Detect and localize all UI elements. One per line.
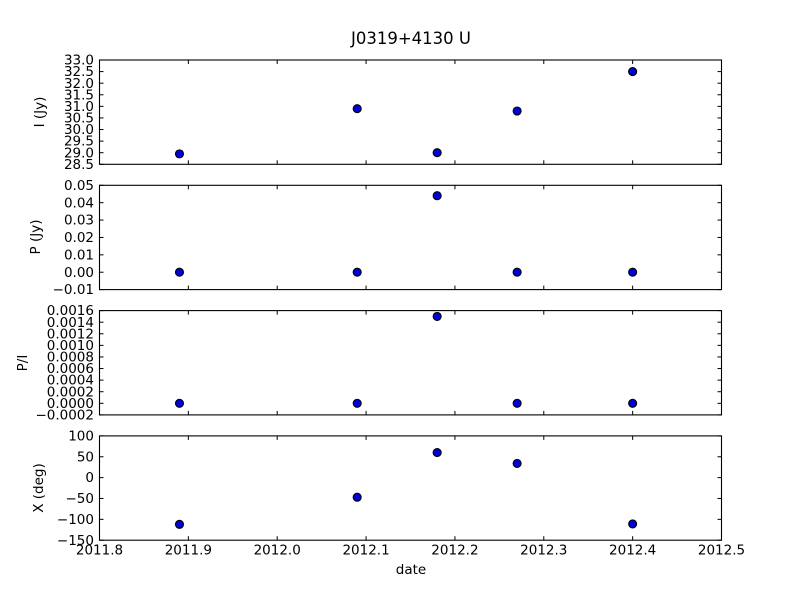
y-tick-label: 30.5	[64, 111, 94, 127]
data-point	[512, 106, 522, 116]
data-point	[174, 398, 185, 408]
y-tick-label: 28.5	[64, 157, 94, 173]
data-point	[432, 191, 442, 201]
data-point	[352, 267, 362, 277]
subplot-frame	[98, 59, 723, 165]
y-tick-label: 29.0	[64, 145, 94, 161]
x-tick-label: 2012.4	[609, 543, 656, 559]
y-tick-label: 0.0012	[47, 326, 94, 342]
x-tick-label: 2011.8	[76, 543, 123, 559]
y-tick-label: 0.0006	[47, 361, 94, 377]
data-point	[174, 519, 185, 529]
data-point	[628, 398, 638, 408]
data-point	[352, 492, 362, 502]
y-axis-label-p-jy: P (Jy)	[28, 219, 44, 255]
y-axis-label-i-jy: I (Jy)	[32, 96, 48, 128]
y-tick-label: 0.02	[64, 230, 94, 246]
y-tick-label: 0.0002	[47, 384, 94, 400]
y-tick-label: 0.01	[64, 247, 94, 263]
chart-title: J0319+4130 U	[351, 29, 471, 48]
data-point	[512, 398, 522, 408]
y-tick-label: −50	[66, 491, 95, 507]
y-tick-label: −100	[57, 512, 94, 528]
y-axis-label-x-deg: X (deg)	[31, 463, 47, 513]
y-tick-label: 0.0000	[47, 396, 94, 412]
y-tick-label: 33.0	[64, 53, 94, 69]
y-tick-label: 0.0010	[47, 338, 94, 354]
data-point	[174, 149, 185, 159]
data-point	[352, 398, 362, 408]
x-tick-label: 2011.9	[165, 543, 212, 559]
data-point	[352, 104, 362, 114]
subplot-frame	[98, 184, 723, 291]
y-axis-label-p-over-i: P/I	[15, 354, 31, 372]
data-point	[628, 267, 638, 277]
y-tick-label: 0.05	[64, 178, 94, 194]
data-point	[174, 267, 185, 277]
x-axis-label: date	[395, 562, 427, 578]
y-tick-label: 0.00	[64, 265, 94, 281]
data-point	[432, 148, 442, 158]
y-tick-label: 100	[68, 429, 94, 445]
x-tick-label: 2012.0	[254, 543, 301, 559]
x-tick-label: 2012.2	[431, 543, 478, 559]
data-point	[628, 519, 638, 529]
data-point	[432, 448, 442, 458]
subplot-frame	[98, 310, 723, 416]
y-tick-label: 0.0004	[47, 373, 94, 389]
data-point	[432, 311, 442, 321]
y-tick-label: 0.0008	[47, 350, 94, 366]
y-tick-label: 0.03	[64, 213, 94, 229]
y-tick-label: 31.0	[64, 99, 94, 115]
y-tick-label: −150	[57, 533, 94, 549]
data-point	[512, 267, 522, 277]
y-tick-label: −0.01	[53, 282, 94, 298]
x-tick-label: 2012.5	[698, 543, 745, 559]
y-tick-label: 32.5	[64, 64, 94, 80]
y-tick-label: 0.04	[64, 195, 94, 211]
data-point	[512, 458, 522, 468]
x-tick-label: 2012.1	[342, 543, 389, 559]
y-tick-label: 0.0014	[47, 315, 94, 331]
y-tick-label: 0	[85, 470, 94, 486]
y-tick-label: 50	[77, 449, 94, 465]
subplot-frame	[98, 435, 723, 541]
y-tick-label: 29.5	[64, 134, 94, 150]
y-tick-label: −0.0002	[35, 408, 94, 424]
x-tick-label: 2012.3	[520, 543, 567, 559]
y-tick-label: 32.0	[64, 76, 94, 92]
y-tick-label: 0.0016	[47, 303, 94, 319]
y-tick-label: 31.5	[64, 87, 94, 103]
y-tick-label: 30.0	[64, 122, 94, 138]
data-point	[628, 67, 638, 77]
